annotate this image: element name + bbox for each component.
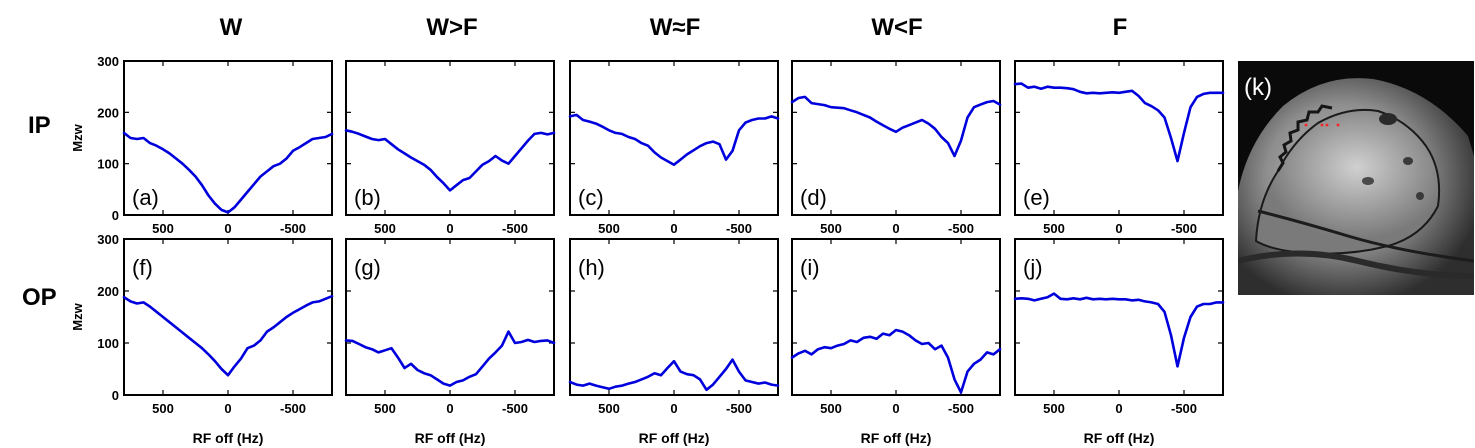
x-tick-label-a: 500 (152, 221, 174, 236)
y-tick-label-a: 200 (97, 105, 119, 120)
panel-label-c: (c) (578, 185, 604, 210)
x-tick-label-j: -500 (1171, 401, 1197, 416)
x-tick-label-d: -500 (948, 221, 974, 236)
y-tick-label-a: 300 (97, 54, 119, 69)
x-tick-label-d: 500 (820, 221, 842, 236)
panel-label-i: (i) (800, 255, 820, 280)
series-line-i (790, 328, 1002, 394)
series-line-c (568, 113, 780, 166)
x-tick-label-h: 0 (670, 401, 677, 416)
y-axis-label-f: Mzw (70, 302, 85, 330)
roi-marker (1336, 123, 1340, 127)
x-axis-label-i: RF off (Hz) (861, 430, 932, 446)
roi-marker (1304, 123, 1308, 127)
series-line-j (1013, 292, 1225, 368)
x-axis-label-h: RF off (Hz) (639, 430, 710, 446)
x-tick-label-f: 500 (152, 401, 174, 416)
x-tick-label-h: -500 (726, 401, 752, 416)
x-tick-label-c: 0 (670, 221, 677, 236)
column-title-f: F (1112, 14, 1128, 41)
series-line-g (344, 330, 556, 387)
panel-label-j: (j) (1023, 255, 1043, 280)
x-tick-label-a: -500 (280, 221, 306, 236)
roi-marker (1325, 123, 1329, 127)
series-line-b (344, 129, 556, 192)
panel-label-a: (a) (132, 185, 159, 210)
x-tick-label-e: 0 (1115, 221, 1122, 236)
y-tick-label-f: 0 (112, 388, 119, 403)
x-tick-label-h: 500 (598, 401, 620, 416)
x-tick-label-i: 500 (820, 401, 842, 416)
x-tick-label-b: 500 (374, 221, 396, 236)
row-label-ip: IP (28, 112, 51, 139)
x-tick-label-g: 500 (374, 401, 396, 416)
x-tick-label-f: -500 (280, 401, 306, 416)
y-tick-label-f: 300 (97, 232, 119, 247)
panel-label-h: (h) (578, 255, 605, 280)
x-tick-label-c: -500 (726, 221, 752, 236)
column-title-w-gt-f: W>F (426, 14, 478, 41)
x-tick-label-j: 500 (1043, 401, 1065, 416)
y-tick-label-f: 200 (97, 284, 119, 299)
panel-label-g: (g) (354, 255, 381, 280)
y-axis-label-a: Mzw (70, 123, 85, 151)
series-line-h (568, 358, 780, 392)
x-tick-label-f: 0 (224, 401, 231, 416)
panel-label-d: (d) (800, 185, 827, 210)
series-line-a (122, 131, 334, 214)
x-axis-label-f: RF off (Hz) (193, 430, 264, 446)
x-tick-label-b: 0 (446, 221, 453, 236)
x-tick-label-d: 0 (892, 221, 899, 236)
series-line-e (1013, 82, 1225, 163)
y-tick-label-f: 100 (97, 336, 119, 351)
row-label-op: OP (22, 284, 57, 311)
x-tick-label-g: -500 (502, 401, 528, 416)
y-tick-label-a: 0 (112, 208, 119, 223)
x-tick-label-g: 0 (446, 401, 453, 416)
x-tick-label-j: 0 (1115, 401, 1122, 416)
column-title-w: W (219, 14, 243, 41)
column-title-w-lt-f: W<F (871, 14, 923, 41)
x-tick-label-i: -500 (948, 401, 974, 416)
plot-frame-f (123, 238, 333, 396)
image-panel-label: (k) (1244, 74, 1272, 101)
column-title-w-approx-f: W≈F (649, 14, 701, 41)
mri-image (1238, 61, 1474, 295)
x-tick-label-e: 500 (1043, 221, 1065, 236)
series-line-f (122, 294, 334, 377)
x-tick-label-a: 0 (224, 221, 231, 236)
roi-marker (1320, 123, 1324, 127)
x-tick-label-e: -500 (1171, 221, 1197, 236)
x-tick-label-b: -500 (502, 221, 528, 236)
x-tick-label-c: 500 (598, 221, 620, 236)
y-tick-label-a: 100 (97, 157, 119, 172)
x-tick-label-i: 0 (892, 401, 899, 416)
x-axis-label-g: RF off (Hz) (415, 430, 486, 446)
series-line-d (790, 95, 1002, 158)
panel-label-f: (f) (132, 255, 153, 280)
panel-label-b: (b) (354, 185, 381, 210)
panel-label-e: (e) (1023, 185, 1050, 210)
x-axis-label-j: RF off (Hz) (1084, 430, 1155, 446)
